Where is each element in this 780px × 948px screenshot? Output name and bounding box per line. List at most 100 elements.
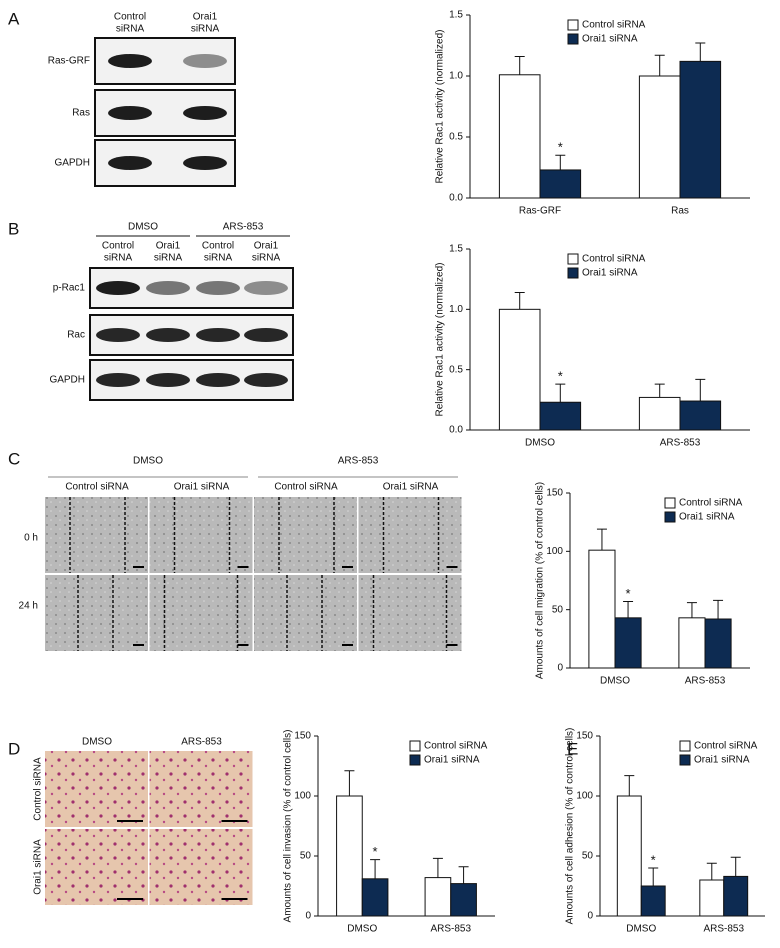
- x-tick-label: DMSO: [347, 924, 377, 935]
- error-bar: [695, 378, 706, 402]
- y-tick-label: 50: [582, 851, 594, 862]
- y-tick-label: 100: [546, 546, 563, 557]
- bar: [679, 60, 722, 199]
- bar: [424, 877, 452, 917]
- legend-swatch: [567, 33, 579, 45]
- group-label: ARS-853: [223, 222, 264, 233]
- blot-row-label: GAPDH: [54, 158, 90, 169]
- significance-mark: *: [558, 369, 563, 384]
- y-tick-label: 0.5: [449, 132, 463, 143]
- blot-row-label: Ras-GRF: [48, 56, 90, 67]
- column-label: ARS-853: [181, 737, 222, 748]
- legend-swatch: [567, 253, 579, 265]
- y-axis-label: Amounts of cell migration (% of control …: [535, 482, 546, 679]
- legend-swatch: [567, 267, 579, 279]
- x-tick-label: ARS-853: [703, 924, 744, 935]
- group-label: DMSO: [128, 222, 158, 233]
- row-label: Control siRNA: [33, 757, 44, 821]
- y-tick-label: 150: [294, 731, 311, 742]
- x-tick-label: ARS-853: [660, 438, 701, 449]
- blot-band: [146, 328, 190, 342]
- row-label: 24 h: [19, 601, 38, 612]
- y-tick-label: 1.5: [449, 10, 463, 21]
- y-tick-label: 0.0: [449, 193, 463, 204]
- micrograph: [45, 829, 148, 905]
- legend-swatch: [679, 754, 691, 766]
- blot-band: [108, 106, 152, 120]
- micrograph: [149, 829, 253, 905]
- bar: [640, 885, 666, 917]
- legend-label: Orai1 siRNA: [424, 755, 480, 766]
- x-tick-label: ARS-853: [430, 924, 471, 935]
- micrograph: [358, 497, 462, 573]
- error-bar: [458, 866, 469, 884]
- error-bar: [695, 42, 706, 62]
- blot-band: [108, 54, 152, 68]
- error-bar: [344, 770, 355, 796]
- error-bar: [706, 862, 717, 880]
- micrograph: [149, 751, 253, 827]
- error-bar: [555, 383, 566, 403]
- row-label: 0 h: [24, 533, 38, 544]
- panel-label: C: [8, 449, 20, 468]
- group-label: ARS-853: [338, 456, 379, 467]
- y-axis-label: Relative Rac1 activity (normalized): [435, 263, 446, 417]
- legend-label: Control siRNA: [694, 741, 758, 752]
- x-tick-label: Ras: [671, 206, 689, 217]
- lane-label: siRNA: [191, 24, 220, 35]
- significance-mark: *: [651, 852, 656, 867]
- legend-swatch: [664, 511, 676, 523]
- error-bar: [624, 775, 635, 796]
- lane-label: Orai1: [156, 241, 181, 252]
- blot-band: [196, 373, 240, 387]
- column-label: Orai1 siRNA: [174, 482, 230, 493]
- bar: [498, 308, 541, 431]
- panel-label: A: [8, 9, 20, 28]
- legend-label: Control siRNA: [424, 741, 488, 752]
- blot-band: [108, 156, 152, 170]
- y-tick-label: 150: [576, 731, 593, 742]
- bar: [361, 878, 389, 917]
- y-axis-label: Amounts of cell invasion (% of control c…: [283, 730, 294, 923]
- error-bar: [432, 857, 443, 878]
- blot-row-label: p-Rac1: [53, 283, 86, 294]
- x-tick-label: DMSO: [525, 438, 555, 449]
- lane-label: siRNA: [116, 24, 145, 35]
- micrograph: [45, 751, 148, 827]
- y-tick-label: 0: [305, 911, 311, 922]
- legend-label: Orai1 siRNA: [582, 34, 638, 45]
- legend-label: Control siRNA: [582, 20, 646, 31]
- micrograph: [149, 497, 253, 573]
- bar: [336, 795, 363, 917]
- lane-label: siRNA: [154, 253, 183, 264]
- x-tick-label: Ras-GRF: [519, 206, 561, 217]
- y-tick-label: 0: [587, 911, 593, 922]
- column-label: Control siRNA: [274, 482, 338, 493]
- y-axis-label: Amounts of cell adhesion (% of control c…: [565, 728, 576, 925]
- bar: [539, 401, 582, 431]
- blot-band: [146, 281, 190, 295]
- bar: [638, 75, 681, 199]
- bar: [699, 879, 725, 917]
- y-tick-label: 100: [294, 791, 311, 802]
- micrograph: [254, 575, 357, 651]
- row-label: Orai1 siRNA: [33, 839, 44, 895]
- micrograph: [149, 575, 253, 651]
- y-axis-label: Relative Rac1 activity (normalized): [435, 30, 446, 184]
- lane-label: Orai1: [254, 241, 279, 252]
- legend-label: Control siRNA: [582, 254, 646, 265]
- y-tick-label: 0.5: [449, 364, 463, 375]
- legend-swatch: [409, 754, 421, 766]
- lane-label: Control: [114, 12, 146, 23]
- blot-band: [196, 328, 240, 342]
- legend-label: Orai1 siRNA: [694, 755, 750, 766]
- bar: [704, 618, 732, 669]
- bar: [588, 549, 616, 669]
- error-bar: [648, 867, 659, 886]
- micrograph: [254, 497, 357, 573]
- blot-band: [244, 281, 288, 295]
- error-bar: [555, 154, 566, 170]
- micrograph: [45, 575, 148, 651]
- lane-label: siRNA: [104, 253, 133, 264]
